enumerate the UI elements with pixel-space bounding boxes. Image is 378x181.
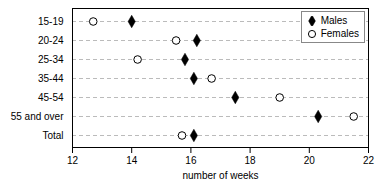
svg-text:16: 16 [185,155,197,166]
svg-text:25-34: 25-34 [38,54,64,65]
svg-text:20: 20 [304,155,316,166]
svg-text:15-19: 15-19 [38,16,64,27]
html-text:Males: Males [320,15,348,26]
svg-text:number of weeks: number of weeks [182,170,258,181]
svg-text:Total: Total [42,130,63,141]
svg-text:45-54: 45-54 [38,92,64,103]
svg-text:12: 12 [67,155,79,166]
svg-text:14: 14 [126,155,138,166]
svg-text:20-24: 20-24 [38,35,64,46]
svg-text:18: 18 [245,155,257,166]
html-text:Females: Females [320,28,359,39]
svg-text:35-44: 35-44 [38,73,64,84]
svg-text:22: 22 [363,155,375,166]
svg-text:55 and over: 55 and over [11,111,64,122]
